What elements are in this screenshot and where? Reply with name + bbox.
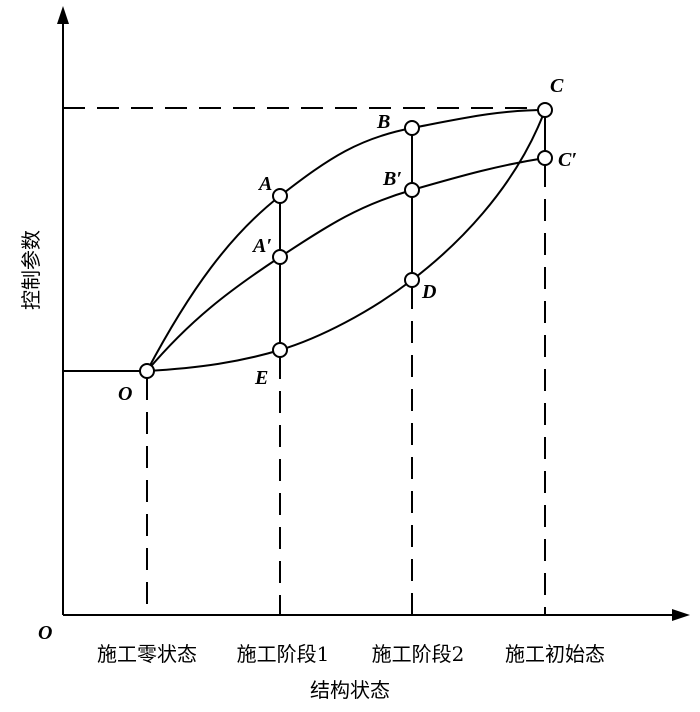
point [139, 363, 155, 379]
stage-label: 施工零状态 [97, 642, 197, 666]
point-label: C [550, 75, 564, 97]
point-label: B′ [382, 168, 402, 190]
point [272, 188, 288, 204]
stage-label: 施工初始态 [505, 642, 605, 666]
upper-curve [146, 109, 546, 372]
middle-curve [146, 157, 546, 372]
point-label: E [254, 367, 268, 389]
point [537, 150, 553, 166]
x-axis-label: 结构状态 [310, 678, 390, 702]
y-arrow [57, 6, 69, 24]
point [537, 102, 553, 118]
point [404, 120, 420, 136]
point [404, 272, 420, 288]
point [272, 342, 288, 358]
x-arrow [672, 609, 690, 621]
point-label: O [118, 383, 132, 405]
stage-label: 施工阶段2 [372, 642, 465, 666]
point [272, 249, 288, 265]
stage-label: 施工阶段1 [237, 642, 330, 666]
point-label: A [257, 173, 272, 195]
point-label: B [376, 111, 390, 133]
y-axis-label: 控制参数 [19, 230, 43, 310]
point-label: D [421, 281, 436, 303]
lower-curve [146, 109, 546, 372]
point-label: A′ [251, 235, 272, 257]
point-label: C′ [558, 149, 577, 171]
origin-label: O [38, 622, 52, 644]
point [404, 182, 420, 198]
